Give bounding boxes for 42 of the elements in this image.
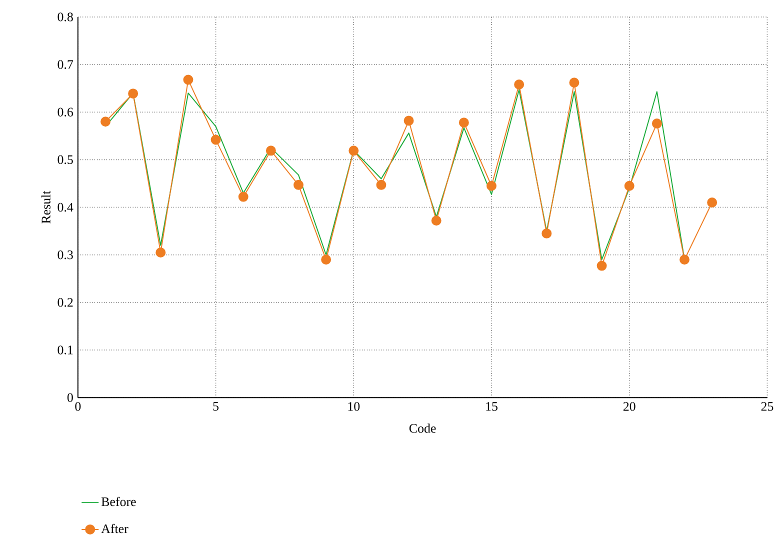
point <box>321 254 332 264</box>
point <box>348 145 359 156</box>
point <box>680 254 690 264</box>
point <box>458 117 469 128</box>
point <box>183 74 194 85</box>
legend-label: After <box>101 524 128 533</box>
point <box>238 192 248 202</box>
point <box>486 180 496 191</box>
legend-label: Before <box>101 496 136 506</box>
point <box>514 79 524 90</box>
point <box>294 180 304 190</box>
point <box>707 197 718 208</box>
point <box>431 215 442 226</box>
point <box>100 116 110 126</box>
point <box>156 247 166 258</box>
x-tick-label: 20 <box>623 402 636 411</box>
y-tick-label: 0.2 <box>58 298 73 307</box>
point <box>542 228 552 238</box>
point <box>652 118 662 128</box>
x-tick-label: 25 <box>761 402 774 411</box>
point <box>569 77 580 88</box>
point <box>128 88 138 98</box>
x-tick-label: 5 <box>213 402 219 410</box>
point <box>376 180 386 190</box>
point <box>596 260 607 271</box>
x-tick-label: 0 <box>75 402 81 411</box>
y-tick-label: 0.6 <box>58 108 74 116</box>
point <box>624 180 634 191</box>
point <box>266 145 276 156</box>
y-tick-label: 0.8 <box>58 12 73 22</box>
y-axis-title: Result <box>41 190 50 224</box>
y-tick-label: 0.3 <box>58 250 73 260</box>
point <box>404 115 414 126</box>
x-axis-title: Code <box>409 423 436 433</box>
x-tick-label: 10 <box>348 402 360 411</box>
y-tick-label: 0 <box>67 393 73 402</box>
y-tick-label: 0.7 <box>58 60 74 69</box>
y-tick-label: 0.1 <box>58 345 73 354</box>
point <box>210 134 221 145</box>
y-tick-label: 0.4 <box>58 202 74 212</box>
x-tick-label: 15 <box>486 402 498 411</box>
y-tick-label: 0.5 <box>58 155 73 164</box>
